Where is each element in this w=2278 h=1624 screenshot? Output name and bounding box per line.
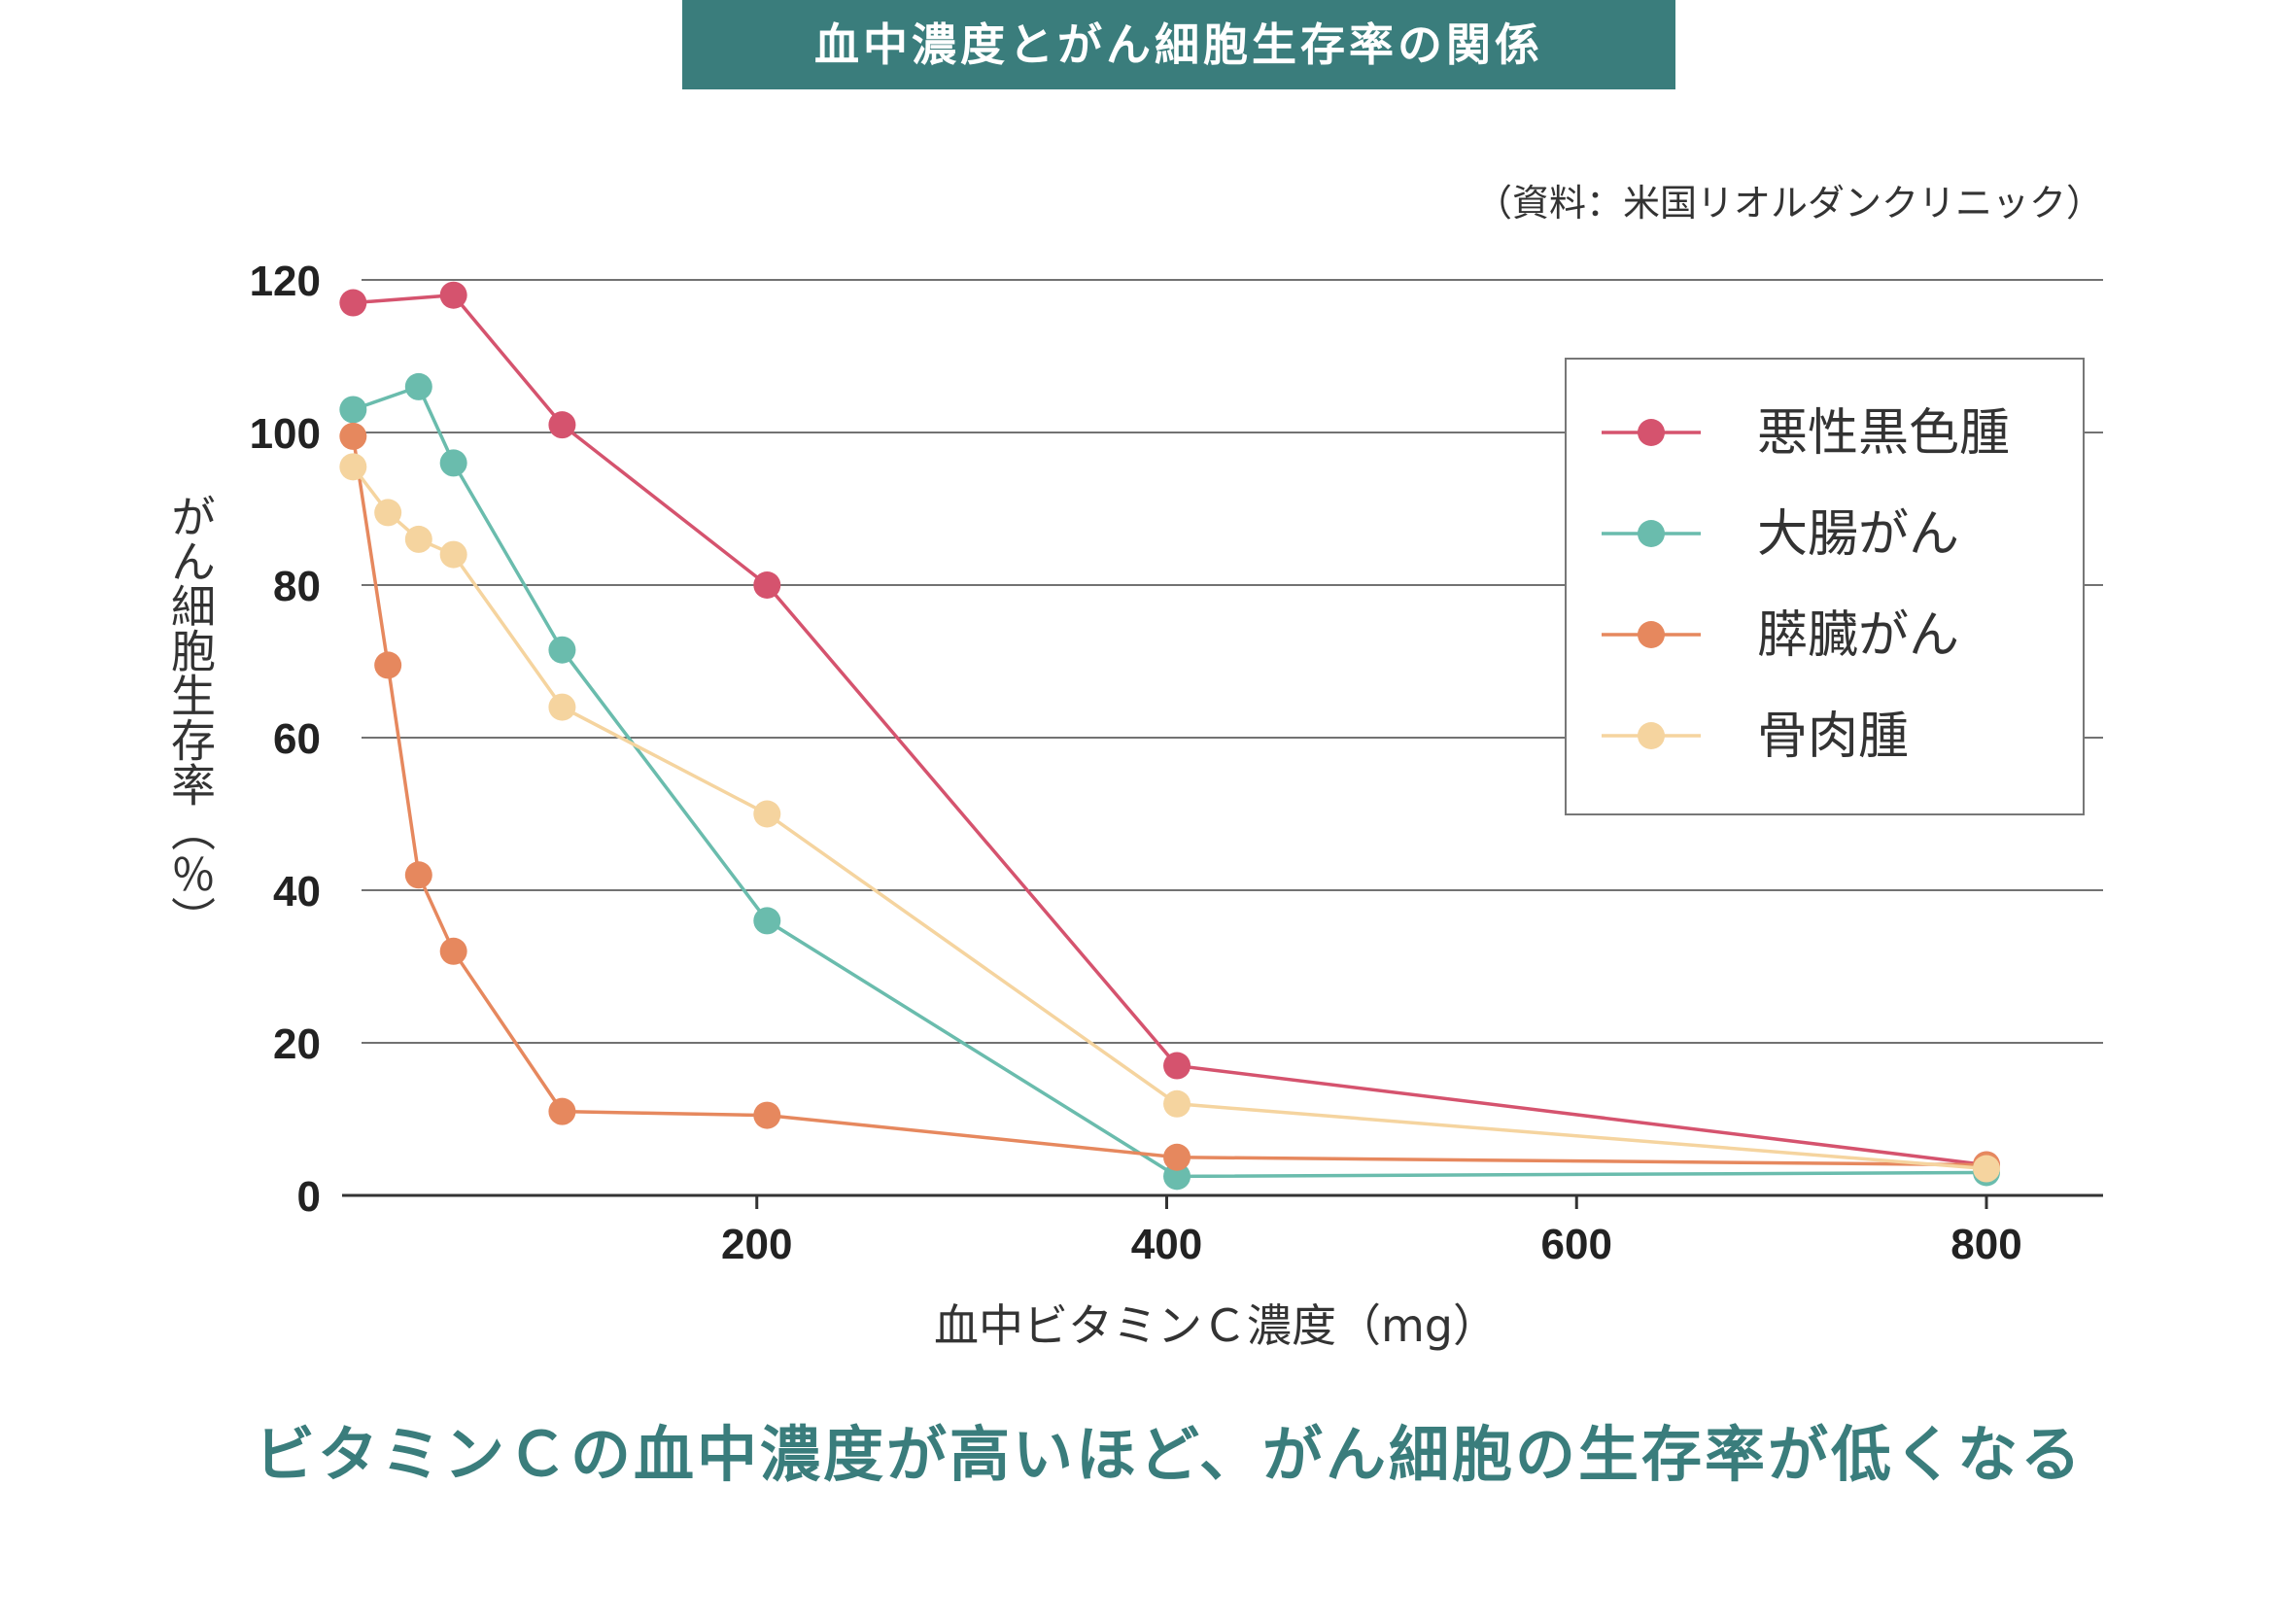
data-point-1-2 bbox=[439, 281, 467, 309]
data-point-4-5 bbox=[548, 693, 576, 721]
y-tick-label-100: 100 bbox=[250, 410, 321, 458]
y-axis-label: がん細胞生存率（％） bbox=[164, 494, 217, 941]
legend-label-4: 骨肉腫 bbox=[1757, 708, 1909, 766]
chart-title: 血中濃度とがん細胞生存率の関係 bbox=[814, 18, 1543, 71]
series-line-1 bbox=[353, 293, 1987, 1167]
data-point-2-5 bbox=[753, 907, 781, 935]
grid-lines bbox=[362, 279, 2103, 1044]
axes bbox=[342, 1193, 2103, 1209]
series-layer bbox=[339, 281, 2000, 1191]
y-tick-label-40: 40 bbox=[273, 868, 321, 916]
data-point-2-3 bbox=[439, 449, 467, 477]
x-axis-label: 血中ビタミンＣ濃度（mg） bbox=[934, 1299, 1498, 1352]
legend-marker-3 bbox=[1638, 621, 1665, 648]
legend-item-4: 骨肉腫 bbox=[1602, 708, 1909, 766]
data-point-2-4 bbox=[548, 636, 576, 664]
legend-item-1: 悪性黒色腫 bbox=[1602, 404, 2010, 463]
data-point-4-4 bbox=[439, 540, 467, 569]
x-tick-label-400: 400 bbox=[1131, 1221, 1202, 1268]
data-point-1-1 bbox=[339, 289, 367, 317]
data-point-3-5 bbox=[548, 1097, 576, 1125]
caption: ビタミンＣの血中濃度が高いほど、がん細胞の生存率が低くなる bbox=[255, 1419, 2084, 1490]
legend-item-3: 膵臓がん bbox=[1602, 606, 1959, 665]
data-point-3-2 bbox=[374, 651, 402, 679]
x-tick-labels: 200 400 600 800 bbox=[721, 1221, 2022, 1268]
legend-marker-2 bbox=[1638, 520, 1665, 547]
y-tick-label-60: 60 bbox=[273, 715, 321, 763]
y-tick-label-120: 120 bbox=[250, 258, 321, 305]
legend-marker-4 bbox=[1638, 722, 1665, 749]
title-banner bbox=[682, 0, 1675, 89]
data-point-2-6 bbox=[1163, 1162, 1191, 1191]
y-tick-label-20: 20 bbox=[273, 1020, 321, 1068]
source-note: （資料：米国リオルダンクリニック） bbox=[1475, 182, 2103, 225]
x-tick-label-200: 200 bbox=[721, 1221, 792, 1268]
y-tick-label-80: 80 bbox=[273, 563, 321, 610]
data-point-3-7 bbox=[1163, 1143, 1191, 1171]
data-point-3-3 bbox=[404, 861, 432, 889]
series-2 bbox=[339, 372, 2000, 1191]
x-tick-label-800: 800 bbox=[1950, 1221, 2021, 1268]
series-line-3 bbox=[351, 435, 1987, 1167]
data-point-4-1 bbox=[339, 453, 367, 481]
data-point-3-4 bbox=[439, 937, 467, 965]
data-point-4-6 bbox=[753, 800, 781, 828]
data-point-4-8 bbox=[1973, 1155, 2000, 1183]
data-point-1-4 bbox=[753, 571, 781, 599]
data-point-4-2 bbox=[374, 499, 402, 527]
series-4 bbox=[339, 453, 2000, 1183]
data-point-3-6 bbox=[753, 1101, 781, 1129]
legend-label-2: 大腸がん bbox=[1757, 505, 1959, 564]
data-point-2-2 bbox=[404, 372, 432, 400]
data-point-1-5 bbox=[1163, 1052, 1191, 1080]
data-point-3-1 bbox=[339, 422, 367, 450]
data-point-4-7 bbox=[1163, 1089, 1191, 1118]
legend-label-3: 膵臓がん bbox=[1757, 606, 1959, 665]
data-point-4-3 bbox=[404, 525, 432, 553]
data-point-2-1 bbox=[339, 396, 367, 424]
y-tick-label-0: 0 bbox=[297, 1173, 321, 1221]
legend-item-2: 大腸がん bbox=[1602, 505, 1959, 564]
legend-marker-1 bbox=[1638, 419, 1665, 446]
data-point-1-3 bbox=[548, 411, 576, 439]
y-tick-labels: 0 20 40 60 80 100 120 bbox=[250, 258, 321, 1221]
legend-label-1: 悪性黒色腫 bbox=[1757, 404, 2010, 463]
x-tick-label-600: 600 bbox=[1541, 1221, 1612, 1268]
